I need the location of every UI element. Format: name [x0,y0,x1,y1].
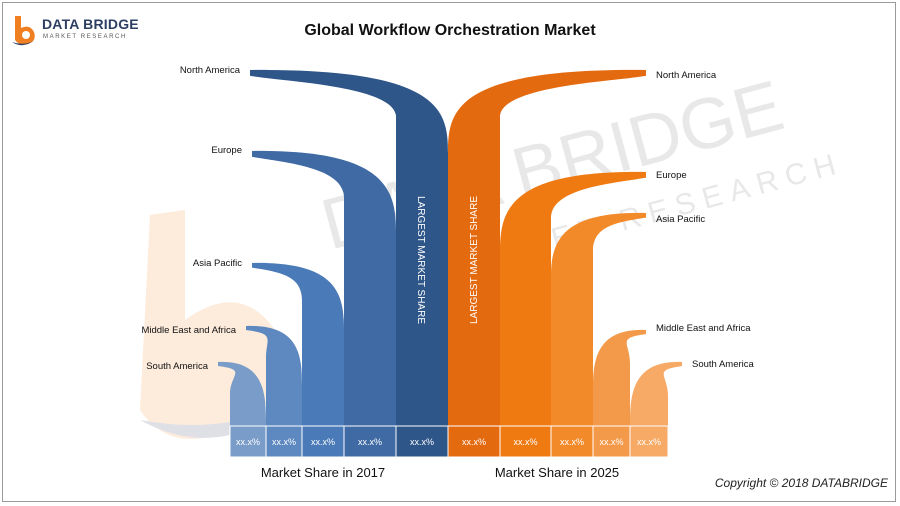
chart-marks: xx.x% South America xx.x% Middle East and A… [141,65,754,480]
category-label-2025-north-america: North America [656,70,717,81]
series-caption-2017: Market Share in 2017 [261,465,385,480]
value-label-2025-europe: xx.x% [513,437,537,447]
ribbon-2017-south-america [218,361,266,426]
base-block-2025-asia-pacific [550,425,594,458]
ribbon-2025-middle-east-and-africa [593,329,646,426]
base-block-2017-south-america [229,425,267,458]
base-block-2025-south-america [629,425,669,458]
ribbon-2025-south-america [630,361,682,426]
category-label-2017-europe: Europe [211,145,242,156]
category-label-2017-south-america: South America [146,361,208,372]
value-label-2025-south-america: xx.x% [637,437,661,447]
value-label-2025-north-america: xx.x% [462,437,486,447]
category-label-2025-asia-pacific: Asia Pacific [656,214,705,225]
logo: DATA BRIDGE MARKET RESEARCH [10,14,139,50]
logo-tagline: MARKET RESEARCH [43,34,127,40]
base-block-2017-europe [343,425,397,458]
series-caption-2025: Market Share in 2025 [495,465,619,480]
base-block-2025-europe [499,425,552,458]
logo-name: DATA BRIDGE [42,16,139,32]
largest-share-label-2025: LARGEST MARKET SHARE [469,196,480,324]
category-label-2017-asia-pacific: Asia Pacific [193,258,242,269]
value-label-2025-middle-east-and-africa: xx.x% [599,437,623,447]
ribbon-2017-north-america [250,69,448,426]
value-label-2017-south-america: xx.x% [236,437,260,447]
chart-title: Global Workflow Orchestration Market [304,22,596,39]
value-label-2017-europe: xx.x% [358,437,382,447]
largest-share-label-2017: LARGEST MARKET SHARE [415,196,426,324]
ribbon-2017-middle-east-and-africa [246,325,302,426]
category-label-2025-south-america: South America [692,359,754,370]
base-block-2017-north-america [395,425,449,458]
category-label-2017-middle-east-and-africa: Middle East and Africa [141,325,236,336]
value-label-2017-asia-pacific: xx.x% [311,437,335,447]
value-label-2017-middle-east-and-africa: xx.x% [272,437,296,447]
ribbon-2025-asia-pacific [551,212,646,426]
ribbon-2017-asia-pacific [252,262,344,426]
value-label-2025-asia-pacific: xx.x% [560,437,584,447]
category-label-2025-europe: Europe [656,170,687,181]
ribbon-2025-north-america [448,69,646,426]
ribbon-2017-europe [252,150,396,426]
ribbon-2025-europe [500,171,646,426]
category-label-2025-middle-east-and-africa: Middle East and Africa [656,323,751,334]
value-label-2017-north-america: xx.x% [410,437,434,447]
category-label-2017-north-america: North America [180,65,241,76]
copyright: Copyright © 2018 DATABRIDGE [714,476,888,490]
logo-icon [12,16,37,46]
